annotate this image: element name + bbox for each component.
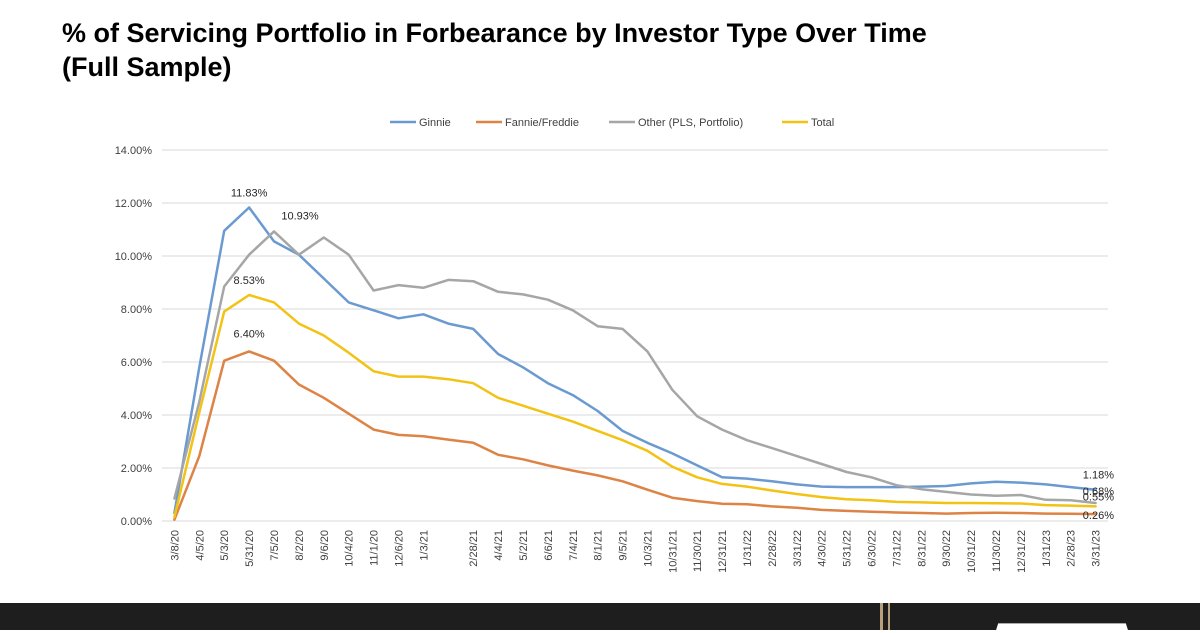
x-tick-label: 7/4/21 — [568, 530, 580, 561]
y-tick-label: 10.00% — [115, 251, 153, 263]
data-label-layer: 11.83% 10.93% 8.53% 6.40% 1.18% 0.68%0.55% 0.2… — [231, 188, 1114, 523]
footer-bar — [0, 603, 1200, 633]
legend-label: Ginnie — [419, 117, 451, 129]
data-label: 8.53% — [234, 275, 265, 287]
y-tick-label: 14.00% — [115, 145, 153, 157]
x-tick-label: 10/31/22 — [966, 530, 978, 573]
data-label: 0.26% — [1083, 510, 1114, 522]
x-tick-label: 11/1/20 — [369, 530, 381, 566]
legend: Ginnie Fannie/Freddie Other (PLS, Portfoli… — [390, 117, 834, 129]
chart-title-line-2: (Full Sample) — [62, 52, 232, 82]
x-tick-label: 8/1/21 — [593, 530, 605, 561]
y-tick-label: 0.00% — [121, 516, 152, 528]
x-tick-label: 11/30/21 — [692, 530, 704, 572]
data-label: 10.93% — [281, 210, 319, 222]
x-tick-label: 5/31/20 — [244, 530, 256, 567]
y-tick-label: 12.00% — [115, 198, 153, 210]
x-tick-label: 12/6/20 — [394, 530, 406, 567]
series-line-other-pls-portfolio — [173, 230, 1097, 505]
x-tick-label: 2/28/23 — [1066, 530, 1078, 567]
footer-accent-stripe — [888, 603, 890, 630]
data-label: 11.83% — [231, 188, 268, 200]
x-tick-label: 10/3/21 — [642, 530, 654, 567]
y-axis: 0.00% 2.00% 4.00% 6.00% 8.00% 10.00% 12.00% 14.… — [115, 145, 153, 528]
y-tick-label: 2.00% — [121, 463, 152, 475]
data-label: 0.68% — [1083, 486, 1114, 498]
legend-item-other-pls-portfolio: Other (PLS, Portfolio) — [609, 117, 743, 129]
x-tick-label: 4/4/21 — [493, 530, 505, 561]
data-label: 0.55% — [1083, 491, 1114, 503]
x-tick-label: 4/30/22 — [817, 530, 829, 567]
legend-item-ginnie: Ginnie — [390, 117, 451, 129]
x-tick-label: 5/2/21 — [518, 530, 530, 561]
y-tick-label: 4.00% — [121, 410, 152, 422]
x-tick-label: 3/8/20 — [169, 530, 181, 561]
y-tick-label: 8.00% — [121, 304, 152, 316]
x-tick-label: 10/4/20 — [344, 530, 356, 567]
x-tick-label: 6/30/22 — [867, 530, 879, 567]
x-axis: 3/8/20 4/5/20 5/3/20 5/31/20 7/5/20 8/2/20 9/6… — [169, 530, 1102, 573]
legend-item-total: Total — [782, 117, 834, 129]
data-label: 1.18% — [1083, 470, 1114, 482]
chart-title-line-1: % of Servicing Portfolio in Forbearance … — [62, 18, 927, 48]
series-line-total — [173, 293, 1097, 519]
x-tick-label: 2/28/21 — [468, 530, 480, 567]
legend-label: Total — [811, 117, 834, 129]
x-tick-label: 10/31/21 — [667, 530, 679, 573]
x-tick-label: 12/31/21 — [717, 530, 729, 573]
x-tick-label: 7/5/20 — [269, 530, 281, 561]
chart-title: % of Servicing Portfolio in Forbearance … — [62, 16, 927, 84]
mba-logo-mark — [995, 623, 1129, 633]
footer-accent-stripe — [880, 603, 883, 630]
x-tick-label: 5/31/22 — [842, 530, 854, 567]
x-tick-label: 8/2/20 — [294, 530, 306, 561]
grid-layer — [162, 149, 1108, 522]
x-tick-label: 9/5/21 — [618, 530, 630, 561]
legend-label: Fannie/Freddie — [505, 117, 579, 129]
forbearance-line-chart: 0.00% 2.00% 4.00% 6.00% 8.00% 10.00% 12.00% 14.… — [115, 117, 1115, 573]
series-layer — [173, 206, 1097, 521]
x-tick-label: 7/31/22 — [891, 530, 903, 567]
x-tick-label: 8/31/22 — [916, 530, 928, 567]
x-tick-label: 1/31/22 — [742, 530, 754, 567]
x-tick-label: 9/6/20 — [319, 530, 331, 561]
x-tick-label: 5/3/20 — [219, 530, 231, 561]
legend-item-fannie-freddie: Fannie/Freddie — [476, 117, 579, 129]
x-tick-label: 6/6/21 — [543, 530, 555, 561]
x-tick-label: 1/31/23 — [1041, 530, 1053, 567]
data-label: 6.40% — [234, 328, 265, 340]
x-tick-label: 9/30/22 — [941, 530, 953, 567]
x-tick-label: 1/3/21 — [418, 530, 430, 561]
x-tick-label: 4/5/20 — [194, 530, 206, 561]
x-tick-label: 3/31/22 — [792, 530, 804, 567]
x-tick-label: 11/30/22 — [991, 530, 1003, 572]
series-line-ginnie — [173, 206, 1097, 515]
x-tick-label: 3/31/23 — [1091, 530, 1103, 567]
series-line-fannie-freddie — [173, 350, 1097, 521]
x-tick-label: 12/31/22 — [1016, 530, 1028, 573]
y-tick-label: 6.00% — [121, 357, 152, 369]
legend-label: Other (PLS, Portfolio) — [638, 117, 743, 129]
x-tick-label: 2/28/22 — [767, 530, 779, 567]
